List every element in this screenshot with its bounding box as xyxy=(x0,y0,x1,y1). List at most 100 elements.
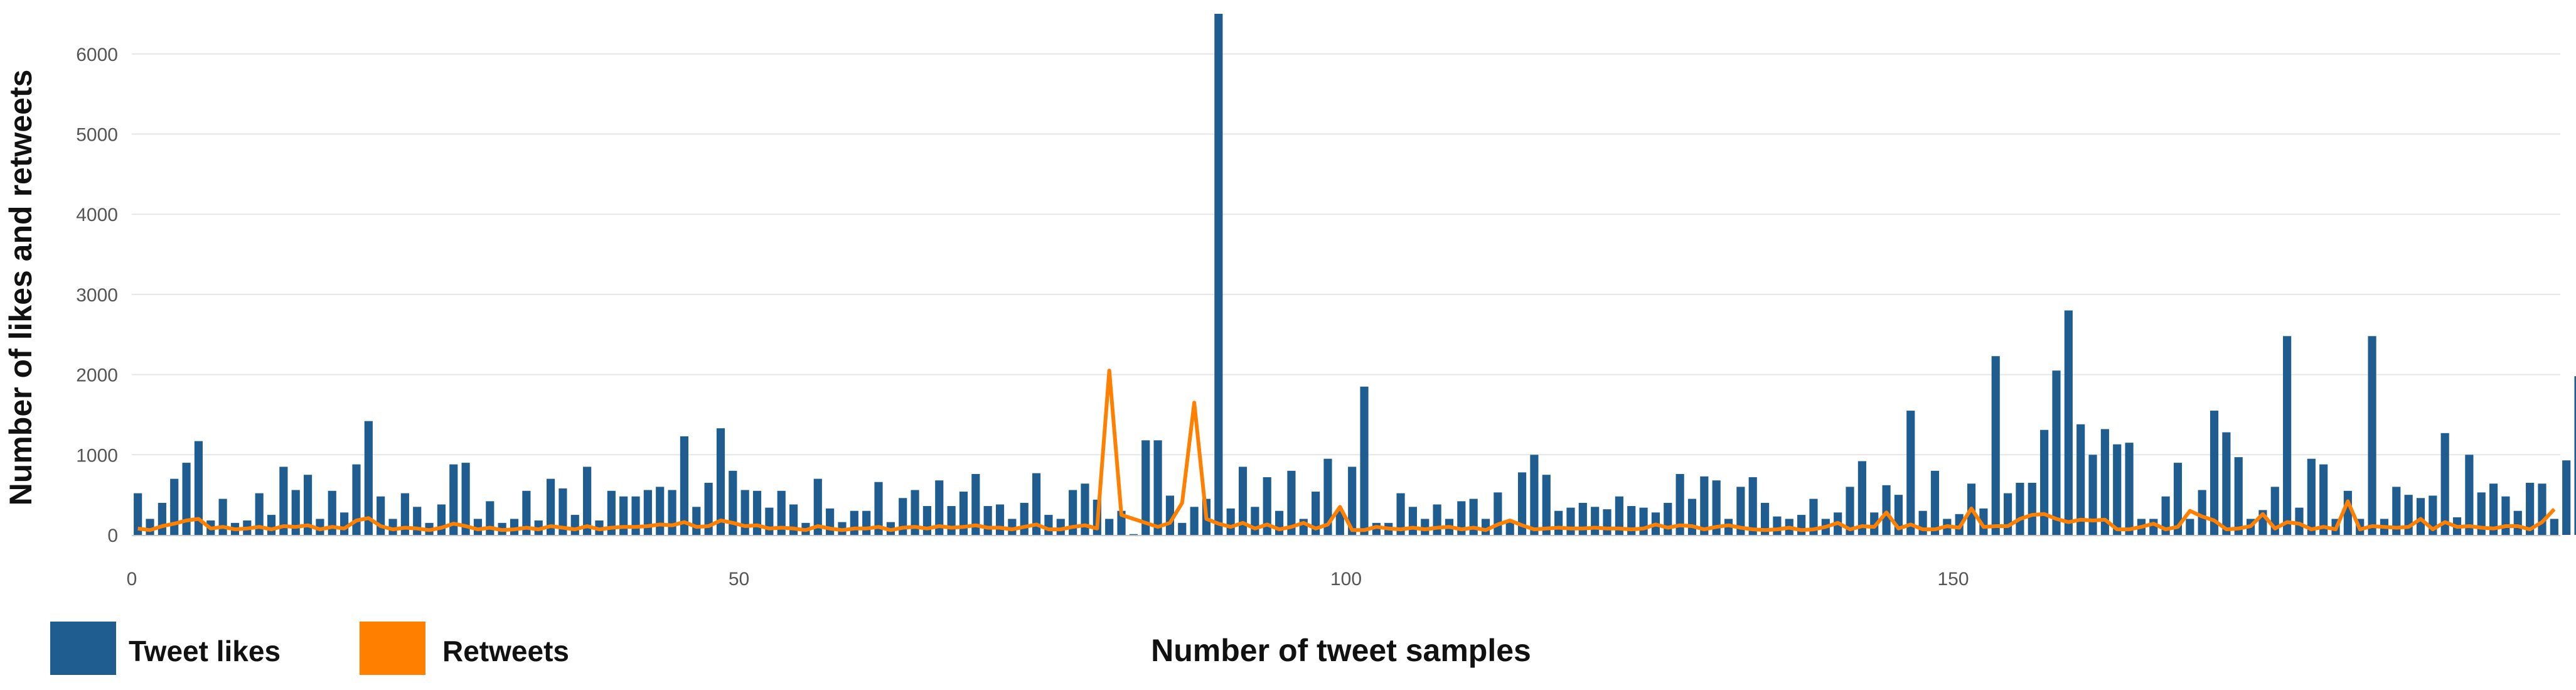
bar-tweet-likes xyxy=(1323,458,1332,535)
bar-tweet-likes xyxy=(1421,519,1430,535)
bar-tweet-likes xyxy=(619,496,628,535)
bar-tweet-likes xyxy=(1105,519,1114,535)
bar-tweet-likes xyxy=(765,507,774,535)
bar-tweet-likes xyxy=(1554,510,1563,535)
bar-tweet-likes xyxy=(1664,502,1672,535)
bar-tweet-likes xyxy=(546,478,555,535)
bar-tweet-likes xyxy=(862,510,871,535)
bar-tweet-likes xyxy=(826,508,835,535)
bar-tweet-likes xyxy=(2161,496,2170,535)
bar-tweet-likes xyxy=(1153,440,1162,535)
bar-tweet-likes xyxy=(1857,461,1866,535)
bar-tweet-likes xyxy=(2028,483,2036,535)
bar-tweet-likes xyxy=(2501,496,2510,535)
bar-tweet-likes xyxy=(2270,487,2279,535)
x-tick-label: 150 xyxy=(1937,569,1969,590)
retweets-line-layer xyxy=(137,369,2556,532)
bar-tweet-likes xyxy=(2100,429,2109,535)
bar-tweet-likes xyxy=(1238,466,1248,535)
bar-tweet-likes xyxy=(692,507,701,535)
bar-tweet-likes xyxy=(1081,483,1089,535)
bar-tweet-likes xyxy=(959,492,968,535)
bar-tweet-likes xyxy=(1263,477,1271,535)
bar-tweet-likes xyxy=(1069,490,1077,535)
y-tick-label: 0 xyxy=(107,526,118,546)
bar-tweet-likes xyxy=(704,483,713,535)
bar-tweet-likes xyxy=(935,480,944,535)
bar-tweet-likes xyxy=(1190,507,1199,535)
bar-tweet-likes xyxy=(437,504,446,535)
bar-tweet-likes xyxy=(2210,411,2219,535)
bar-tweet-likes xyxy=(2526,483,2535,535)
bar-tweet-likes xyxy=(752,490,762,535)
bar-tweet-likes xyxy=(2550,519,2558,535)
bar-tweet-likes xyxy=(328,490,336,535)
bar-tweet-likes xyxy=(1360,386,1369,535)
bar-tweet-likes xyxy=(2574,376,2576,535)
bar-tweet-likes xyxy=(2319,464,2328,535)
legend-swatch-tweet-likes xyxy=(50,622,116,675)
bar-tweet-likes xyxy=(2392,487,2401,535)
bar-tweet-likes xyxy=(1396,493,1405,535)
bar-tweet-likes xyxy=(1457,501,1466,535)
bar-tweet-likes xyxy=(2003,493,2012,535)
bar-tweet-likes xyxy=(1639,507,1648,535)
bar-tweet-likes xyxy=(1044,515,1053,535)
bar-tweet-likes xyxy=(352,464,361,535)
bar-tweet-likes xyxy=(971,473,980,535)
bar-tweet-likes xyxy=(1214,14,1223,535)
bar-tweet-likes xyxy=(158,502,166,535)
x-tick-label: 50 xyxy=(729,569,749,590)
legend-label-retweets: Retweets xyxy=(442,635,569,667)
bar-tweet-likes xyxy=(1675,473,1684,535)
bar-tweet-likes xyxy=(922,506,932,535)
bar-tweet-likes xyxy=(1020,502,1029,535)
bar-tweet-likes xyxy=(316,519,324,535)
bar-tweet-likes xyxy=(218,499,227,535)
bar-tweet-likes xyxy=(291,490,300,535)
bar-tweet-likes xyxy=(1712,480,1721,535)
bar-tweet-likes xyxy=(643,490,652,535)
bar-tweet-likes xyxy=(2222,432,2231,535)
x-axis-title: Number of tweet samples xyxy=(1151,633,1531,668)
bar-tweet-likes xyxy=(377,496,385,535)
bar-tweet-likes xyxy=(1032,473,1041,535)
bar-tweet-likes xyxy=(631,496,640,535)
bar-tweet-likes xyxy=(1773,516,1782,535)
bar-tweet-likes xyxy=(340,512,349,535)
bar-tweet-likes xyxy=(1882,485,1891,535)
bar-tweet-likes xyxy=(1930,470,1940,535)
bar-tweet-likes xyxy=(2088,455,2097,535)
bar-tweet-likes xyxy=(2477,492,2486,535)
bar-tweet-likes xyxy=(1603,509,1611,535)
bar-tweet-likes xyxy=(1141,440,1150,535)
bar-tweet-likes xyxy=(1275,510,1284,535)
bar-tweet-likes xyxy=(729,470,737,535)
legend-swatch-retweets xyxy=(360,622,425,675)
bar-tweet-likes xyxy=(1129,534,1138,535)
bar-tweet-likes xyxy=(2113,444,2122,535)
bar-tweet-likes xyxy=(2307,458,2316,535)
x-axis-ticks: 0 50 100 150 xyxy=(127,569,1969,590)
bar-tweet-likes xyxy=(777,490,786,535)
bar-tweet-likes xyxy=(1918,510,1927,535)
y-axis-ticks: 0 1000 2000 3000 4000 5000 6000 xyxy=(76,45,118,546)
bar-tweet-likes xyxy=(364,421,373,535)
bar-tweet-likes xyxy=(146,519,154,535)
bar-tweet-likes xyxy=(1736,487,1745,535)
x-tick-label: 0 xyxy=(127,569,137,590)
y-tick-label: 1000 xyxy=(76,445,118,466)
bar-tweet-likes xyxy=(522,490,531,535)
y-tick-label: 2000 xyxy=(76,365,118,386)
bar-tweet-likes xyxy=(1700,476,1709,535)
bar-tweet-likes xyxy=(194,441,203,535)
bar-tweet-likes xyxy=(170,478,179,535)
bar-tweet-likes xyxy=(983,506,992,535)
bar-tweet-likes xyxy=(1517,472,1527,535)
bar-tweet-likes xyxy=(2368,336,2376,535)
bar-tweet-likes xyxy=(2440,433,2449,535)
bar-tweet-likes xyxy=(2513,510,2522,535)
bar-tweet-likes xyxy=(874,482,883,535)
bar-tweet-likes xyxy=(1591,507,1600,535)
x-tick-label: 100 xyxy=(1330,569,1362,590)
